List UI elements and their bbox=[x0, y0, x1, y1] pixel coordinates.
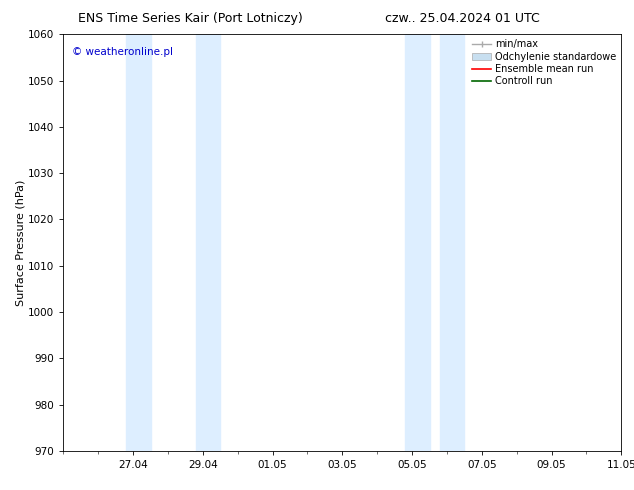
Bar bbox=[196, 34, 221, 451]
Bar bbox=[405, 34, 429, 451]
Text: © weatheronline.pl: © weatheronline.pl bbox=[72, 47, 173, 57]
Text: czw.. 25.04.2024 01 UTC: czw.. 25.04.2024 01 UTC bbox=[385, 12, 540, 25]
Text: ENS Time Series Kair (Port Lotniczy): ENS Time Series Kair (Port Lotniczy) bbox=[78, 12, 302, 25]
Legend: min/max, Odchylenie standardowe, Ensemble mean run, Controll run: min/max, Odchylenie standardowe, Ensembl… bbox=[470, 37, 618, 88]
Bar bbox=[126, 34, 150, 451]
Bar bbox=[440, 34, 464, 451]
Y-axis label: Surface Pressure (hPa): Surface Pressure (hPa) bbox=[15, 179, 25, 306]
